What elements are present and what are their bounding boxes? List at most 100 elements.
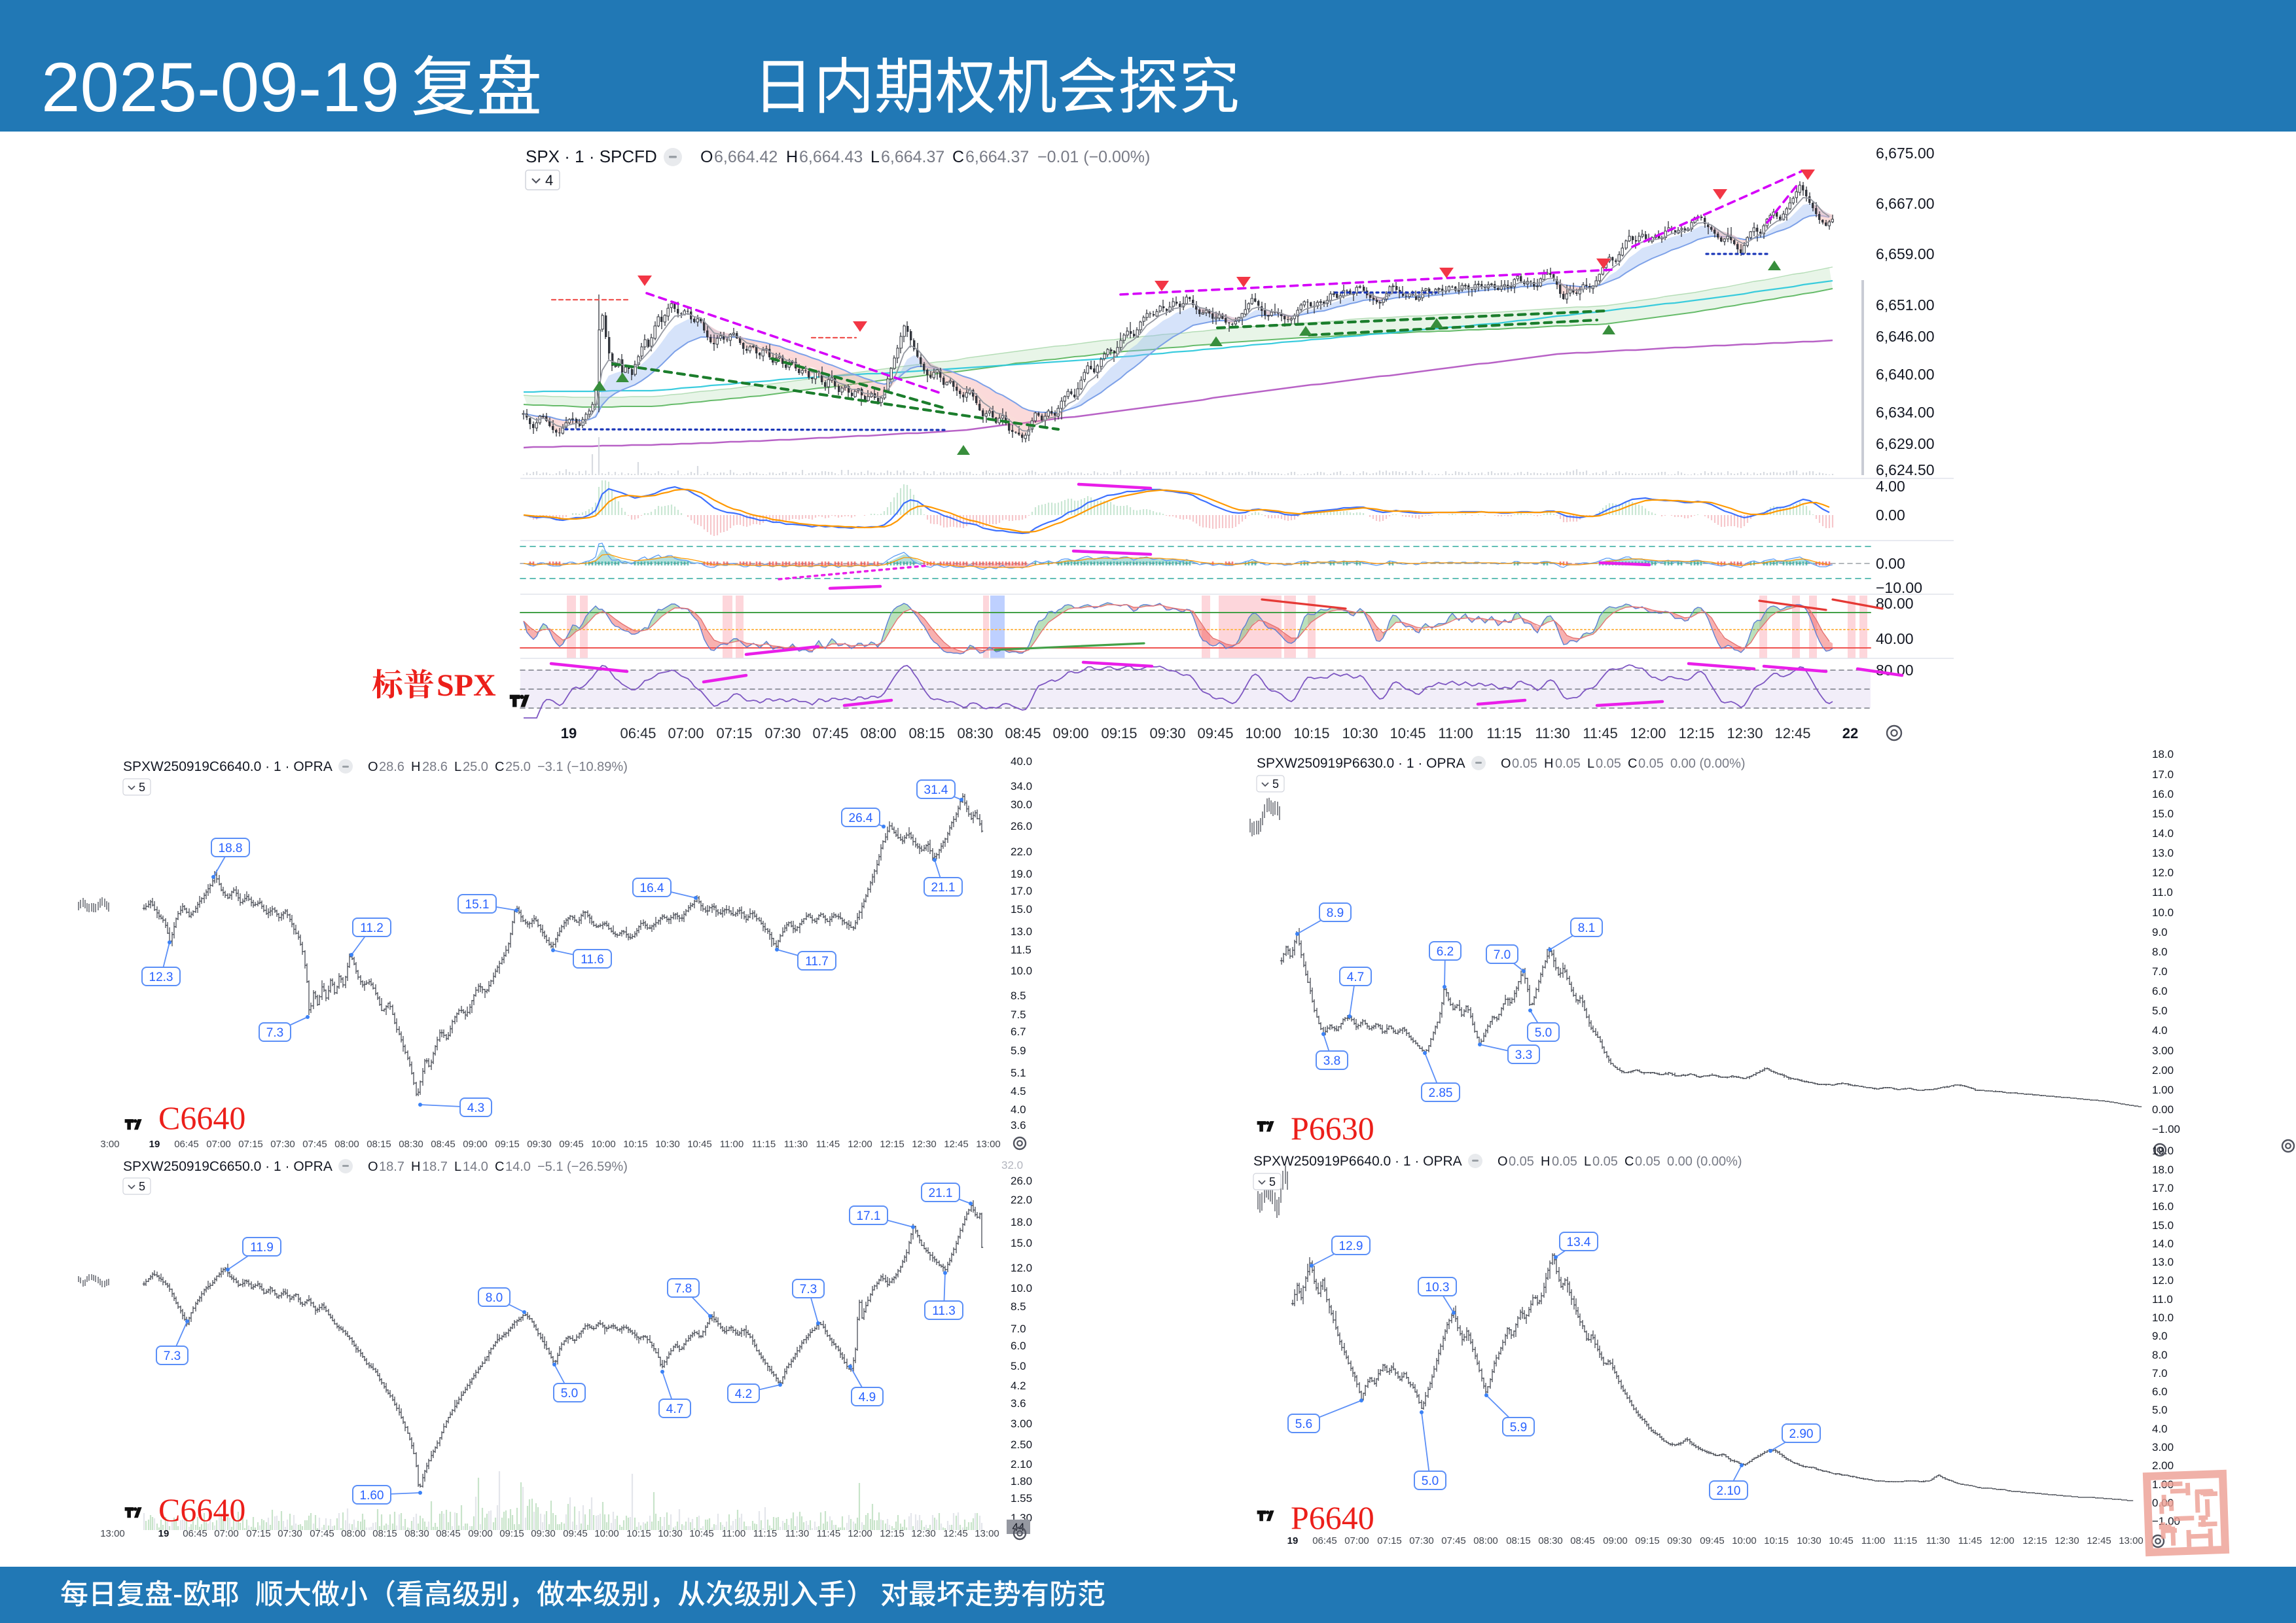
svg-text:6,629.00: 6,629.00 [1876, 435, 1935, 452]
svg-text:21.1: 21.1 [931, 881, 956, 895]
svg-text:10.0: 10.0 [1011, 1282, 1032, 1294]
svg-text:09:30: 09:30 [527, 1139, 552, 1150]
svg-text:12:00: 12:00 [1630, 725, 1666, 741]
svg-text:1.80: 1.80 [1011, 1475, 1032, 1488]
svg-text:08:00: 08:00 [860, 725, 896, 741]
svg-text:P6640: P6640 [1291, 1499, 1374, 1536]
svg-text:15.0: 15.0 [2152, 808, 2174, 820]
svg-text:L: L [454, 1160, 461, 1174]
svg-text:10:15: 10:15 [1293, 725, 1329, 741]
svg-text:28.6: 28.6 [379, 760, 404, 774]
svg-text:11.7: 11.7 [805, 955, 829, 969]
svg-text:18.8: 18.8 [219, 842, 243, 855]
svg-text:H: H [1541, 1154, 1550, 1169]
svg-text:07:45: 07:45 [1441, 1535, 1466, 1546]
svg-text:SPX: SPX [437, 668, 496, 703]
svg-text:12:30: 12:30 [1727, 725, 1763, 741]
svg-text:08:00: 08:00 [341, 1528, 366, 1539]
svg-text:−0.01 (−0.00%): −0.01 (−0.00%) [1037, 148, 1150, 166]
svg-text:0.00: 0.00 [2152, 1103, 2174, 1116]
svg-text:09:15: 09:15 [1101, 725, 1137, 741]
svg-text:SPXW250919C6640.0 · 1 · OPRA: SPXW250919C6640.0 · 1 · OPRA [123, 759, 332, 774]
svg-text:SPXW250919P6640.0 · 1 · OPRA: SPXW250919P6640.0 · 1 · OPRA [1253, 1154, 1462, 1169]
svg-text:09:30: 09:30 [531, 1528, 556, 1539]
svg-text:11:45: 11:45 [1583, 725, 1617, 741]
svg-text:3.6: 3.6 [1011, 1119, 1026, 1132]
svg-text:12:45: 12:45 [943, 1528, 968, 1539]
svg-text:12:00: 12:00 [848, 1139, 872, 1150]
svg-text:6,664.37: 6,664.37 [965, 148, 1029, 166]
svg-text:3.8: 3.8 [1323, 1054, 1340, 1068]
svg-text:10.0: 10.0 [1011, 965, 1032, 977]
svg-text:09:45: 09:45 [1197, 725, 1233, 741]
svg-text:14.0: 14.0 [2152, 1238, 2174, 1250]
svg-text:10.0: 10.0 [2152, 1311, 2174, 1324]
svg-text:15.0: 15.0 [1011, 1237, 1032, 1249]
svg-text:26.0: 26.0 [1011, 820, 1032, 832]
svg-text:2.00: 2.00 [2152, 1459, 2174, 1472]
svg-text:4.0: 4.0 [2152, 1024, 2168, 1037]
svg-text:5.0: 5.0 [2152, 1404, 2168, 1416]
svg-text:11:45: 11:45 [817, 1528, 840, 1539]
svg-text:C6640: C6640 [158, 1099, 245, 1136]
svg-text:11.2: 11.2 [360, 921, 384, 935]
svg-text:07:00: 07:00 [1344, 1535, 1369, 1546]
svg-text:07:30: 07:30 [278, 1528, 302, 1539]
svg-text:11:00: 11:00 [1861, 1535, 1885, 1546]
svg-text:9.0: 9.0 [2152, 926, 2168, 938]
svg-text:07:15: 07:15 [716, 725, 752, 741]
svg-text:6,667.00: 6,667.00 [1876, 195, 1935, 212]
svg-text:L: L [454, 760, 461, 774]
svg-text:5.0: 5.0 [561, 1387, 578, 1400]
svg-text:06:45: 06:45 [1312, 1535, 1337, 1546]
svg-text:07:00: 07:00 [668, 725, 704, 741]
svg-text:12.9: 12.9 [1339, 1240, 1363, 1253]
svg-text:15.1: 15.1 [465, 898, 490, 912]
svg-text:18.7: 18.7 [379, 1160, 404, 1174]
svg-text:2.00: 2.00 [2152, 1064, 2174, 1077]
svg-text:11:30: 11:30 [1535, 725, 1570, 741]
svg-text:06:45: 06:45 [183, 1528, 207, 1539]
svg-text:8.5: 8.5 [1011, 990, 1026, 1002]
svg-text:10.0: 10.0 [2152, 906, 2174, 919]
svg-text:13.4: 13.4 [1567, 1236, 1591, 1249]
svg-text:08:30: 08:30 [404, 1528, 429, 1539]
svg-text:3.00: 3.00 [2152, 1441, 2174, 1454]
svg-text:0.05: 0.05 [1635, 1154, 1660, 1169]
svg-text:12:00: 12:00 [1990, 1535, 2015, 1546]
svg-text:10:45: 10:45 [689, 1528, 714, 1539]
svg-text:22: 22 [1842, 725, 1858, 741]
svg-text:10:45: 10:45 [687, 1139, 712, 1150]
svg-text:13.0: 13.0 [2152, 847, 2174, 859]
svg-text:11:00: 11:00 [1438, 725, 1473, 741]
svg-text:2.10: 2.10 [1011, 1458, 1032, 1471]
svg-text:09:15: 09:15 [499, 1528, 524, 1539]
svg-text:4.7: 4.7 [1347, 971, 1364, 984]
svg-text:07:45: 07:45 [310, 1528, 334, 1539]
svg-text:10:00: 10:00 [594, 1528, 619, 1539]
svg-text:12:45: 12:45 [944, 1139, 969, 1150]
svg-text:P6630: P6630 [1291, 1110, 1374, 1147]
svg-text:0.05: 0.05 [1596, 757, 1621, 771]
svg-text:SPXW250919C6650.0 · 1 · OPRA: SPXW250919C6650.0 · 1 · OPRA [123, 1159, 332, 1174]
svg-text:4.5: 4.5 [1011, 1085, 1026, 1097]
svg-text:12:15: 12:15 [880, 1139, 905, 1150]
svg-text:C: C [952, 148, 964, 166]
svg-text:SPX · 1 · SPCFD: SPX · 1 · SPCFD [526, 147, 657, 166]
svg-text:08:30: 08:30 [957, 725, 993, 741]
svg-text:−1.00: −1.00 [2152, 1123, 2180, 1135]
svg-text:6.7: 6.7 [1011, 1026, 1026, 1038]
svg-text:13.0: 13.0 [1011, 925, 1032, 938]
svg-text:06:45: 06:45 [174, 1139, 199, 1150]
svg-text:11.9: 11.9 [250, 1241, 274, 1255]
svg-text:7.0: 7.0 [2152, 1367, 2168, 1380]
svg-text:10:45: 10:45 [1390, 725, 1426, 741]
svg-text:−3.1 (−10.89%): −3.1 (−10.89%) [537, 760, 628, 774]
svg-text:07:30: 07:30 [270, 1139, 295, 1150]
svg-text:34.0: 34.0 [1011, 780, 1032, 793]
svg-text:6.0: 6.0 [2152, 985, 2168, 997]
svg-text:L: L [1584, 1154, 1591, 1169]
svg-text:8.0: 8.0 [486, 1291, 503, 1305]
svg-text:1.55: 1.55 [1011, 1492, 1032, 1505]
svg-text:12.3: 12.3 [149, 971, 173, 984]
